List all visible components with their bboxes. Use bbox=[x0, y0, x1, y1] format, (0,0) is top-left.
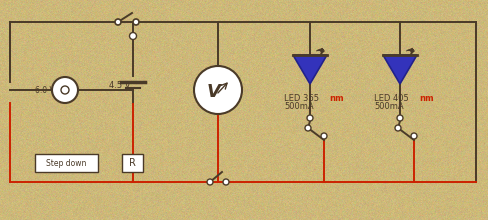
Circle shape bbox=[410, 133, 416, 139]
Text: 4.5 V: 4.5 V bbox=[109, 81, 130, 90]
FancyBboxPatch shape bbox=[35, 154, 97, 172]
Text: 500mA: 500mA bbox=[373, 101, 403, 110]
Circle shape bbox=[133, 19, 139, 25]
Circle shape bbox=[320, 133, 326, 139]
Text: Step down: Step down bbox=[46, 158, 86, 167]
Polygon shape bbox=[292, 55, 326, 84]
Circle shape bbox=[305, 125, 310, 131]
Circle shape bbox=[394, 125, 400, 131]
Circle shape bbox=[61, 86, 69, 94]
Circle shape bbox=[206, 179, 213, 185]
Circle shape bbox=[396, 115, 402, 121]
Text: LED 365: LED 365 bbox=[284, 94, 321, 103]
Circle shape bbox=[115, 19, 121, 25]
Circle shape bbox=[129, 33, 136, 40]
Text: 500mA: 500mA bbox=[284, 101, 313, 110]
Text: nm: nm bbox=[418, 94, 433, 103]
Text: V: V bbox=[206, 83, 221, 101]
Text: nm: nm bbox=[328, 94, 343, 103]
Text: 6.0 V/2A: 6.0 V/2A bbox=[35, 86, 67, 95]
Circle shape bbox=[52, 77, 78, 103]
Circle shape bbox=[223, 179, 228, 185]
Polygon shape bbox=[382, 55, 416, 84]
Circle shape bbox=[306, 115, 312, 121]
Text: R: R bbox=[128, 158, 135, 168]
FancyBboxPatch shape bbox=[121, 154, 142, 172]
Circle shape bbox=[194, 66, 242, 114]
Text: LED 405: LED 405 bbox=[373, 94, 410, 103]
